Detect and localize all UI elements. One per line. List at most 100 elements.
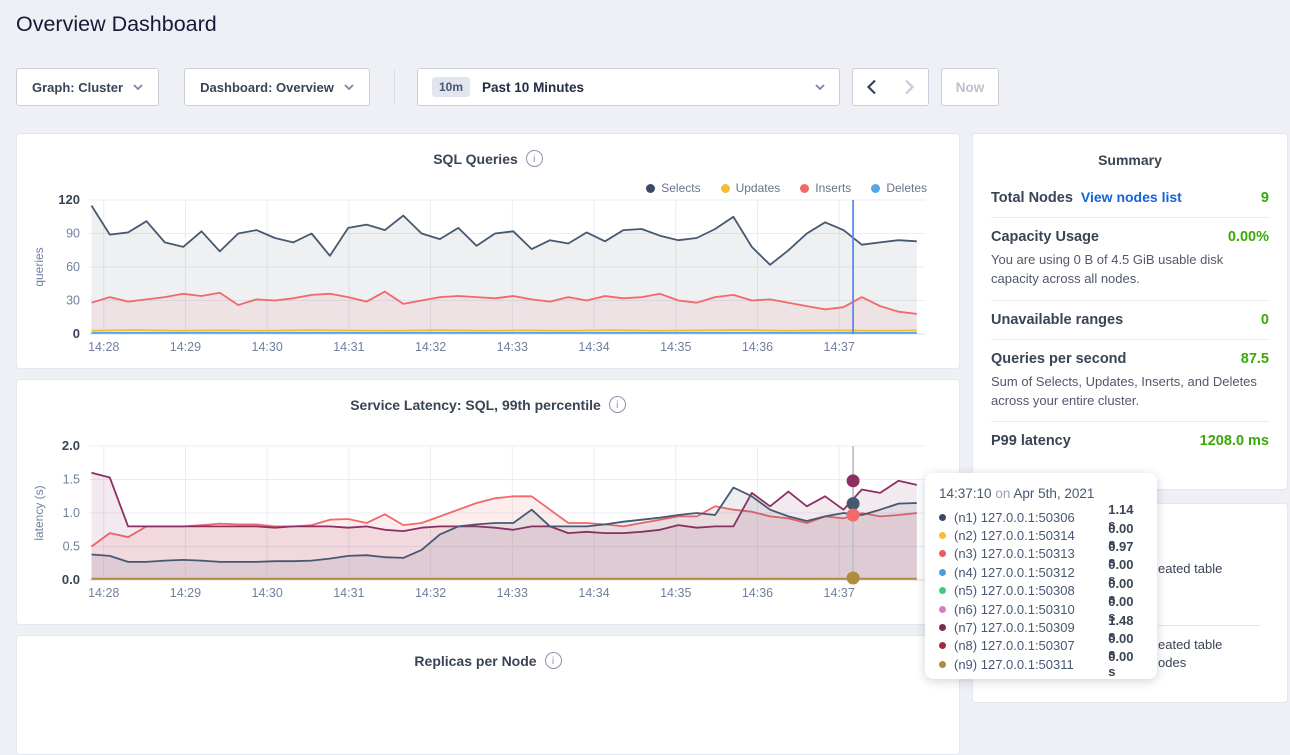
page-title: Overview Dashboard [16,12,217,36]
series-color-dot [939,660,946,668]
x-axis-tick-label: 14:37 [824,340,855,354]
tooltip-row: (n4) 127.0.0.1:50312 0.00 s [939,557,1143,587]
time-range-label: Past 10 Minutes [482,79,585,95]
graph-dropdown-label: Graph: Cluster [31,79,123,95]
node-address: (n2) 127.0.0.1:50314 [954,528,1075,544]
node-address: (n9) 127.0.0.1:50311 [954,656,1074,672]
summary-row-total-nodes: Total Nodes View nodes list 9 [991,178,1269,218]
chart-title: Service Latency: SQL, 99th percentile [350,396,601,413]
legend-label: Selects [661,181,701,195]
sql-queries-chart[interactable]: 14:28 14:29 14:30 14:31 14:32 14:33 14:34 14:35… [25,190,953,362]
tooltip-row: (n2) 127.0.0.1:50314 0.00 s [939,521,1143,551]
dashboard-dropdown-label: Dashboard: Overview [200,79,334,95]
view-nodes-list-link[interactable]: View nodes list [1080,189,1182,205]
x-axis-tick-label: 14:33 [497,586,528,600]
controls-divider [394,70,395,104]
legend-label: Inserts [815,181,852,195]
summary-row-capacity: Capacity Usage 0.00% You are using 0 B o… [991,218,1269,301]
legend-item-updates[interactable]: Updates [720,181,780,195]
service-latency-chart[interactable]: 14:28 14:29 14:30 14:31 14:32 14:33 14:34 14:35… [25,436,953,608]
legend-dot [800,183,810,193]
info-icon[interactable]: i [525,150,543,167]
legend-label: Deletes [886,181,927,195]
summary-title: Summary [1098,152,1162,168]
unavailable-ranges-value: 0 [1260,311,1269,328]
info-icon[interactable]: i [544,652,562,669]
chevron-down-icon [133,84,143,90]
legend-dot [871,183,881,193]
chart-title: SQL Queries [433,150,518,167]
p99-latency-value: 1208.0 ms [1199,433,1269,450]
hover-point-dot [846,497,860,511]
tooltip-row: (n1) 127.0.0.1:50306 1.14 s [939,502,1143,532]
dashboard-dropdown[interactable]: Dashboard: Overview [184,68,370,106]
series-color-dot [939,642,946,650]
x-axis-tick-label: 14:35 [660,340,691,354]
node-address: (n5) 127.0.0.1:50308 [954,583,1075,599]
x-axis-tick-label: 14:32 [415,586,446,600]
x-axis-tick-label: 14:31 [333,340,364,354]
tooltip-row: (n6) 127.0.0.1:50310 0.00 s [939,594,1143,624]
summary-row-qps: Queries per second 87.5 Sum of Selects, … [991,340,1269,423]
legend-item-selects[interactable]: Selects [646,181,701,195]
legend-dot [720,183,730,193]
legend-dot [646,183,656,193]
node-address: (n6) 127.0.0.1:50310 [954,601,1075,617]
x-axis-tick-label: 14:28 [88,586,119,600]
x-axis-tick-label: 14:36 [742,340,773,354]
x-axis-tick-label: 14:35 [660,586,691,600]
y-axis-tick-label: 60 [66,260,80,274]
y-axis-tick-label: 2.0 [62,438,80,453]
node-address: (n4) 127.0.0.1:50312 [954,564,1075,580]
service-latency-header: Service Latency: SQL, 99th percentile i [17,396,959,413]
node-address: (n1) 127.0.0.1:50306 [954,509,1075,525]
replicas-per-node-card: Replicas per Node i [16,635,960,755]
node-address: (n3) 127.0.0.1:50313 [954,546,1075,562]
p99-latency-label: P99 latency [991,433,1071,450]
tooltip-row: (n7) 127.0.0.1:50309 1.48 s [939,613,1143,643]
y-axis-tick-label: 120 [58,192,80,207]
time-range-picker[interactable]: 10m Past 10 Minutes [417,68,840,106]
x-axis-tick-label: 14:34 [578,340,609,354]
legend-item-deletes[interactable]: Deletes [871,181,927,195]
sql-queries-header: SQL Queries i [17,150,959,167]
time-next-button[interactable] [890,68,929,106]
event-text-fragment: eated table [1158,561,1223,576]
series-line [91,290,917,315]
capacity-description: You are using 0 B of 4.5 GiB usable disk… [991,252,1224,286]
series-area [91,205,917,334]
info-icon[interactable]: i [608,396,626,413]
time-prev-button[interactable] [852,68,891,106]
series-line [91,329,917,332]
capacity-label: Capacity Usage [991,229,1099,245]
tooltip-date: Apr 5th, 2021 [1013,486,1095,501]
latency-value: 0.00 s [1108,630,1134,661]
summary-row-unavailable: Unavailable ranges 0 [991,301,1269,340]
latency-value: 0.00 s [1108,575,1134,606]
graph-dropdown[interactable]: Graph: Cluster [16,68,159,106]
latency-value: 0.97 s [1108,538,1134,569]
node-address: (n8) 127.0.0.1:50307 [954,638,1075,654]
tooltip-row: (n8) 127.0.0.1:50307 0.00 s [939,631,1143,661]
y-axis-label: queries [32,247,46,286]
qps-value: 87.5 [1240,350,1269,367]
hover-point-dot [846,571,860,585]
capacity-value: 0.00% [1227,229,1269,245]
qps-label: Queries per second [991,350,1127,367]
y-axis-tick-label: 0.5 [63,540,80,554]
series-color-dot [939,550,946,558]
y-axis-tick-label: 1.5 [63,473,80,487]
summary-panel: Summary Total Nodes View nodes list 9 Ca… [972,133,1288,490]
service-latency-card: Service Latency: SQL, 99th percentile i … [16,379,960,625]
y-axis-tick-label: 30 [66,294,80,308]
now-button[interactable]: Now [941,68,999,106]
legend-item-inserts[interactable]: Inserts [800,181,851,195]
tooltip-separator: on [991,486,1014,501]
event-text-fragment: odes [1158,655,1187,670]
latency-value: 0.00 s [1108,520,1134,551]
series-line [91,471,917,534]
time-range-badge: 10m [432,77,471,97]
series-line [90,495,917,548]
x-axis-tick-label: 14:28 [88,340,119,354]
y-axis-tick-label: 0.0 [62,572,80,587]
